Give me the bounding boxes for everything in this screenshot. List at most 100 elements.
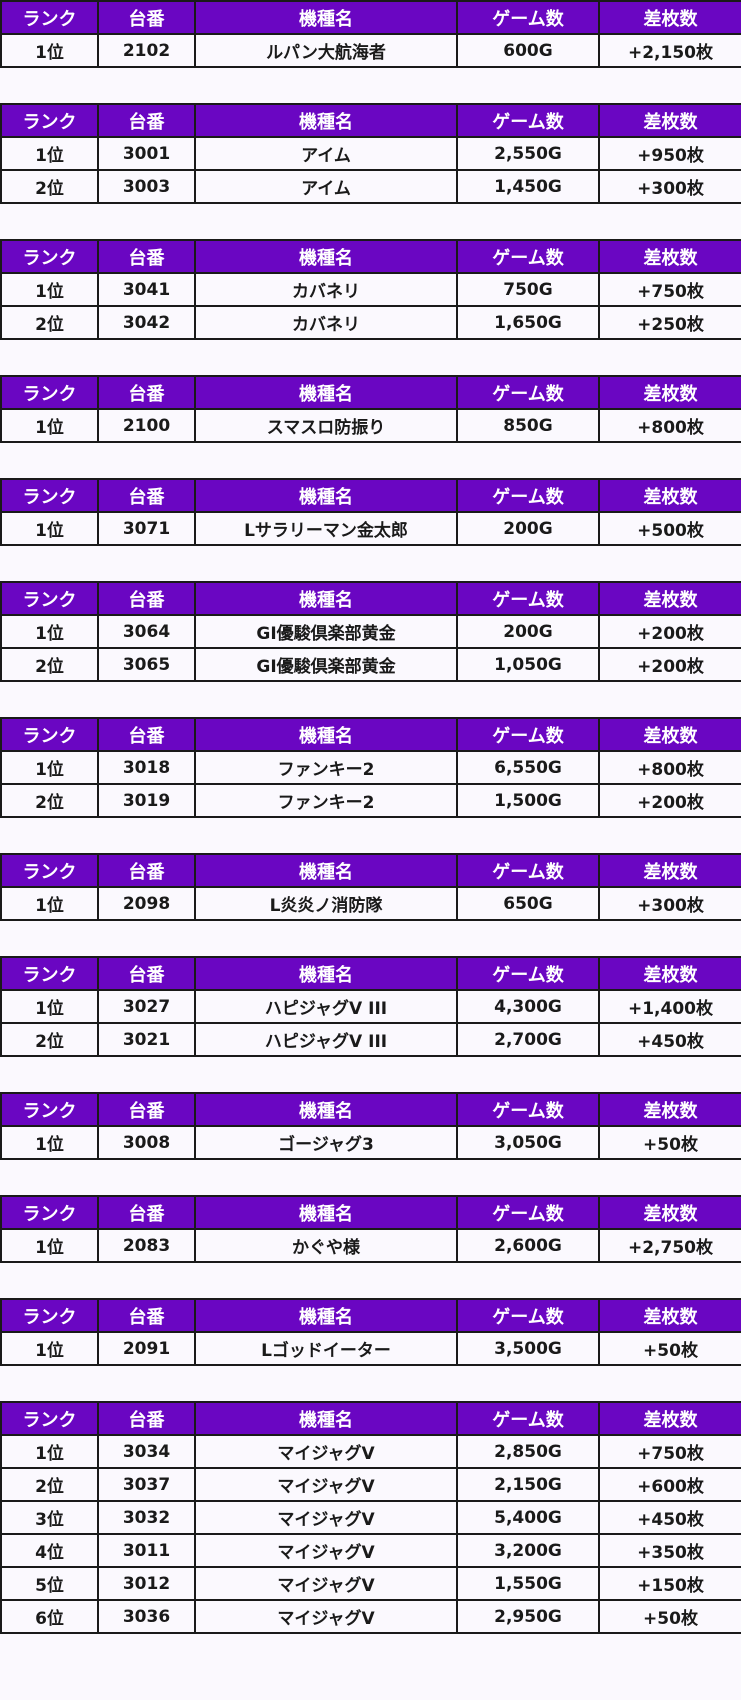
ranking-table: ランク 台番 機種名 ゲーム数 差枚数 1位 2102 ルパン大航海者 600G +2,150枚 — [0, 0, 741, 68]
table-header-row: ランク 台番 機種名 ゲーム数 差枚数 — [0, 103, 741, 138]
table-row: 5位 3012 マイジャグV 1,550G +150枚 — [0, 1566, 741, 1601]
rank-cell: 1位 — [0, 989, 99, 1024]
table-row: 1位 3008 ゴージャグ3 3,050G +50枚 — [0, 1125, 741, 1160]
game-count-cell: 1,650G — [456, 305, 600, 340]
ranking-table: ランク 台番 機種名 ゲーム数 差枚数 1位 3001 アイム 2,550G +950枚 2位 300… — [0, 103, 741, 204]
machine-name-cell: ハピジャグV III — [194, 989, 458, 1024]
machine-number-cell: 3021 — [97, 1022, 196, 1057]
table-row: 2位 3065 GI優駿倶楽部黄金 1,050G +200枚 — [0, 647, 741, 682]
header-machine-number: 台番 — [97, 581, 196, 616]
game-count-cell: 2,850G — [456, 1434, 600, 1469]
header-machine-name: 機種名 — [194, 103, 458, 138]
coin-diff-cell: +800枚 — [598, 408, 741, 443]
machine-name-cell: Lサラリーマン金太郎 — [194, 511, 458, 546]
header-game-count: ゲーム数 — [456, 0, 600, 35]
machine-name-cell: スマスロ防振り — [194, 408, 458, 443]
header-coin-diff: 差枚数 — [598, 1092, 741, 1127]
header-coin-diff: 差枚数 — [598, 478, 741, 513]
table-row: 6位 3036 マイジャグV 2,950G +50枚 — [0, 1599, 741, 1634]
machine-number-cell: 3064 — [97, 614, 196, 649]
machine-name-cell: マイジャグV — [194, 1434, 458, 1469]
coin-diff-cell: +1,400枚 — [598, 989, 741, 1024]
machine-number-cell: 3071 — [97, 511, 196, 546]
header-game-count: ゲーム数 — [456, 853, 600, 888]
game-count-cell: 5,400G — [456, 1500, 600, 1535]
table-row: 1位 3034 マイジャグV 2,850G +750枚 — [0, 1434, 741, 1469]
rank-cell: 6位 — [0, 1599, 99, 1634]
header-coin-diff: 差枚数 — [598, 853, 741, 888]
machine-number-cell: 3027 — [97, 989, 196, 1024]
header-game-count: ゲーム数 — [456, 1092, 600, 1127]
header-game-count: ゲーム数 — [456, 581, 600, 616]
coin-diff-cell: +150枚 — [598, 1566, 741, 1601]
coin-diff-cell: +300枚 — [598, 169, 741, 204]
header-game-count: ゲーム数 — [456, 478, 600, 513]
header-machine-name: 機種名 — [194, 0, 458, 35]
machine-number-cell: 3001 — [97, 136, 196, 171]
header-rank: ランク — [0, 1195, 99, 1230]
header-game-count: ゲーム数 — [456, 375, 600, 410]
table-row: 1位 3064 GI優駿倶楽部黄金 200G +200枚 — [0, 614, 741, 649]
coin-diff-cell: +600枚 — [598, 1467, 741, 1502]
game-count-cell: 850G — [456, 408, 600, 443]
header-rank: ランク — [0, 375, 99, 410]
machine-name-cell: ハピジャグV III — [194, 1022, 458, 1057]
game-count-cell: 3,500G — [456, 1331, 600, 1366]
rank-cell: 2位 — [0, 305, 99, 340]
ranking-table: ランク 台番 機種名 ゲーム数 差枚数 1位 3027 ハピジャグV III 4,300G +1,… — [0, 956, 741, 1057]
table-header-row: ランク 台番 機種名 ゲーム数 差枚数 — [0, 853, 741, 888]
table-row: 1位 2091 Lゴッドイーター 3,500G +50枚 — [0, 1331, 741, 1366]
ranking-table: ランク 台番 機種名 ゲーム数 差枚数 1位 3008 ゴージャグ3 3,050G +50枚 — [0, 1092, 741, 1160]
coin-diff-cell: +50枚 — [598, 1331, 741, 1366]
machine-name-cell: アイム — [194, 136, 458, 171]
coin-diff-cell: +2,150枚 — [598, 33, 741, 68]
coin-diff-cell: +500枚 — [598, 511, 741, 546]
game-count-cell: 3,050G — [456, 1125, 600, 1160]
coin-diff-cell: +300枚 — [598, 886, 741, 921]
machine-name-cell: マイジャグV — [194, 1467, 458, 1502]
game-count-cell: 1,500G — [456, 783, 600, 818]
rank-cell: 1位 — [0, 1331, 99, 1366]
table-header-row: ランク 台番 機種名 ゲーム数 差枚数 — [0, 239, 741, 274]
header-machine-name: 機種名 — [194, 1092, 458, 1127]
machine-number-cell: 2102 — [97, 33, 196, 68]
rank-cell: 1位 — [0, 511, 99, 546]
table-row: 1位 2083 かぐや様 2,600G +2,750枚 — [0, 1228, 741, 1263]
header-machine-name: 機種名 — [194, 375, 458, 410]
game-count-cell: 2,600G — [456, 1228, 600, 1263]
table-header-row: ランク 台番 機種名 ゲーム数 差枚数 — [0, 581, 741, 616]
ranking-table: ランク 台番 機種名 ゲーム数 差枚数 1位 2098 L炎炎ノ消防隊 650G +300枚 — [0, 853, 741, 921]
machine-number-cell: 3041 — [97, 272, 196, 307]
header-game-count: ゲーム数 — [456, 717, 600, 752]
table-row: 4位 3011 マイジャグV 3,200G +350枚 — [0, 1533, 741, 1568]
header-coin-diff: 差枚数 — [598, 239, 741, 274]
game-count-cell: 200G — [456, 614, 600, 649]
header-game-count: ゲーム数 — [456, 239, 600, 274]
header-machine-number: 台番 — [97, 375, 196, 410]
rank-cell: 1位 — [0, 272, 99, 307]
header-machine-number: 台番 — [97, 956, 196, 991]
header-machine-number: 台番 — [97, 1195, 196, 1230]
header-coin-diff: 差枚数 — [598, 956, 741, 991]
coin-diff-cell: +200枚 — [598, 783, 741, 818]
coin-diff-cell: +2,750枚 — [598, 1228, 741, 1263]
machine-name-cell: カバネリ — [194, 272, 458, 307]
machine-name-cell: ファンキー2 — [194, 750, 458, 785]
header-rank: ランク — [0, 239, 99, 274]
rank-cell: 2位 — [0, 1467, 99, 1502]
ranking-table: ランク 台番 機種名 ゲーム数 差枚数 1位 2091 Lゴッドイーター 3,500G +50枚 — [0, 1298, 741, 1366]
machine-number-cell: 3034 — [97, 1434, 196, 1469]
header-coin-diff: 差枚数 — [598, 375, 741, 410]
table-header-row: ランク 台番 機種名 ゲーム数 差枚数 — [0, 375, 741, 410]
header-machine-name: 機種名 — [194, 1298, 458, 1333]
header-machine-number: 台番 — [97, 103, 196, 138]
game-count-cell: 1,050G — [456, 647, 600, 682]
machine-number-cell: 3019 — [97, 783, 196, 818]
rank-cell: 1位 — [0, 408, 99, 443]
game-count-cell: 600G — [456, 33, 600, 68]
machine-number-cell: 3011 — [97, 1533, 196, 1568]
machine-name-cell: マイジャグV — [194, 1533, 458, 1568]
header-rank: ランク — [0, 853, 99, 888]
header-machine-name: 機種名 — [194, 1401, 458, 1436]
header-game-count: ゲーム数 — [456, 103, 600, 138]
